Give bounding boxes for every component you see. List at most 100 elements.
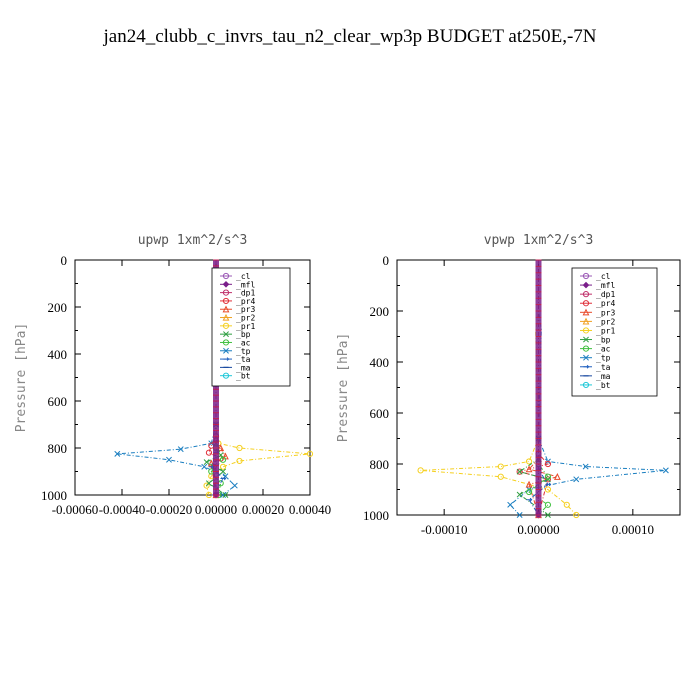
legend-label: _tp: [596, 354, 611, 363]
legend-marker: [223, 331, 229, 338]
data-point: [526, 497, 533, 502]
data-point: [231, 482, 238, 489]
y-tick-label: 1000: [41, 488, 67, 503]
legend-label: _dp1: [596, 290, 615, 299]
y-tick-label: 200: [370, 304, 390, 319]
data-point: [220, 476, 227, 481]
legend-marker: [582, 345, 590, 352]
y-tick-label: 1000: [363, 508, 389, 523]
y-tick-label: 600: [48, 394, 68, 409]
legend-marker: [222, 289, 230, 296]
legend-label: _pr3: [236, 305, 255, 314]
x-tick-label: 0.00000: [195, 502, 237, 517]
y-axis-label: Pressure [hPa]: [14, 323, 29, 433]
legend-label: _bp: [236, 330, 251, 339]
y-tick-label: 800: [370, 457, 390, 472]
legend-label: _ta: [236, 355, 251, 364]
data-point: [219, 456, 227, 463]
legend-label: _bp: [596, 336, 611, 345]
data-point: [545, 482, 552, 487]
legend-label: _ta: [596, 363, 611, 372]
x-tick-label: -0.00040: [99, 502, 146, 517]
y-tick-label: 200: [48, 300, 68, 315]
data-point: [525, 458, 533, 465]
data-point: [203, 482, 210, 489]
data-point: [205, 480, 212, 487]
legend-label: _pr2: [236, 314, 255, 323]
y-tick-label: 0: [383, 253, 390, 268]
legend-marker: [582, 317, 590, 325]
data-point: [544, 512, 551, 518]
data-point: [516, 512, 523, 518]
y-tick-label: 400: [48, 347, 68, 362]
legend-marker: [222, 372, 230, 379]
x-tick-label: 0.00020: [242, 502, 284, 517]
panel-upwp: upwp 1xm^2/s^3 Pressure [hPa] 0 200 400 600 80…: [14, 233, 331, 517]
data-point: [203, 459, 210, 466]
legend-marker: [222, 313, 230, 321]
data-point: [220, 468, 227, 475]
legend-label: _bt: [596, 381, 611, 390]
panel-vpwp: vpwp 1xm^2/s^3 Pressure [hPa] 0 200 400 600 80…: [336, 233, 681, 537]
legend-label: _pr4: [596, 299, 615, 308]
data-point: [516, 468, 523, 475]
data-point: [582, 463, 589, 470]
legend-label: _pr3: [596, 308, 615, 317]
y-tick-label: 800: [48, 441, 68, 456]
legend-label: _mfl: [596, 281, 615, 290]
figure-title: jan24_clubb_c_invrs_tau_n2_clear_wp3p BU…: [102, 26, 596, 47]
data-point: [219, 463, 227, 470]
x-tick-label: 0.00040: [289, 502, 331, 517]
data-point: [525, 488, 533, 496]
data-point: [516, 491, 523, 498]
legend-marker: [222, 272, 230, 280]
legend-marker: [583, 336, 589, 343]
legend: _cl_mfl_dp1_pr4_pr3_pr2_pr1_bp_ac_tp_ta_…: [211, 267, 291, 387]
data-point: [236, 444, 243, 452]
legend-label: _bt: [236, 372, 251, 381]
legend-label: _ma: [236, 363, 251, 372]
x-tick-label: -0.00060: [52, 502, 99, 517]
panel-title: vpwp 1xm^2/s^3: [484, 233, 594, 248]
legend-label: _pr4: [236, 297, 255, 306]
legend-marker: [222, 339, 230, 346]
legend-marker: [222, 322, 230, 329]
legend-label: _pr2: [596, 317, 615, 326]
legend-box: [571, 267, 658, 397]
data-point: [497, 473, 504, 480]
y-tick-label: 0: [61, 253, 68, 268]
legend-marker: [583, 354, 589, 361]
x-tick-label: -0.00010: [421, 522, 468, 537]
legend-marker: [582, 300, 590, 307]
data-point: [205, 449, 213, 456]
data-point: [525, 480, 533, 488]
data-point: [201, 463, 208, 470]
y-tick-label: 600: [370, 406, 390, 421]
series-pr3: [525, 260, 561, 519]
legend-label: _cl: [596, 272, 611, 281]
data-point: [207, 459, 215, 467]
y-tick-label: 400: [370, 355, 390, 370]
legend-marker: [222, 297, 230, 305]
legend-label: _tp: [236, 347, 251, 356]
legend-marker: [582, 272, 590, 280]
data-point: [222, 492, 229, 498]
data-point: [507, 501, 514, 508]
data-point: [220, 492, 227, 498]
y-axis-label: Pressure [hPa]: [336, 333, 351, 443]
legend-marker: [222, 281, 230, 288]
legend-label: _ma: [596, 372, 611, 381]
data-point: [516, 468, 523, 475]
legend-box: [211, 267, 291, 387]
legend-label: _dp1: [236, 289, 255, 298]
legend-marker: [582, 308, 590, 316]
legend-marker: [223, 347, 229, 354]
series-pr4: [516, 260, 552, 519]
data-point: [544, 460, 552, 468]
data-point: [553, 473, 561, 480]
data-point: [544, 473, 552, 480]
data-point: [177, 446, 184, 453]
data-point: [236, 457, 243, 465]
data-point: [573, 511, 580, 519]
